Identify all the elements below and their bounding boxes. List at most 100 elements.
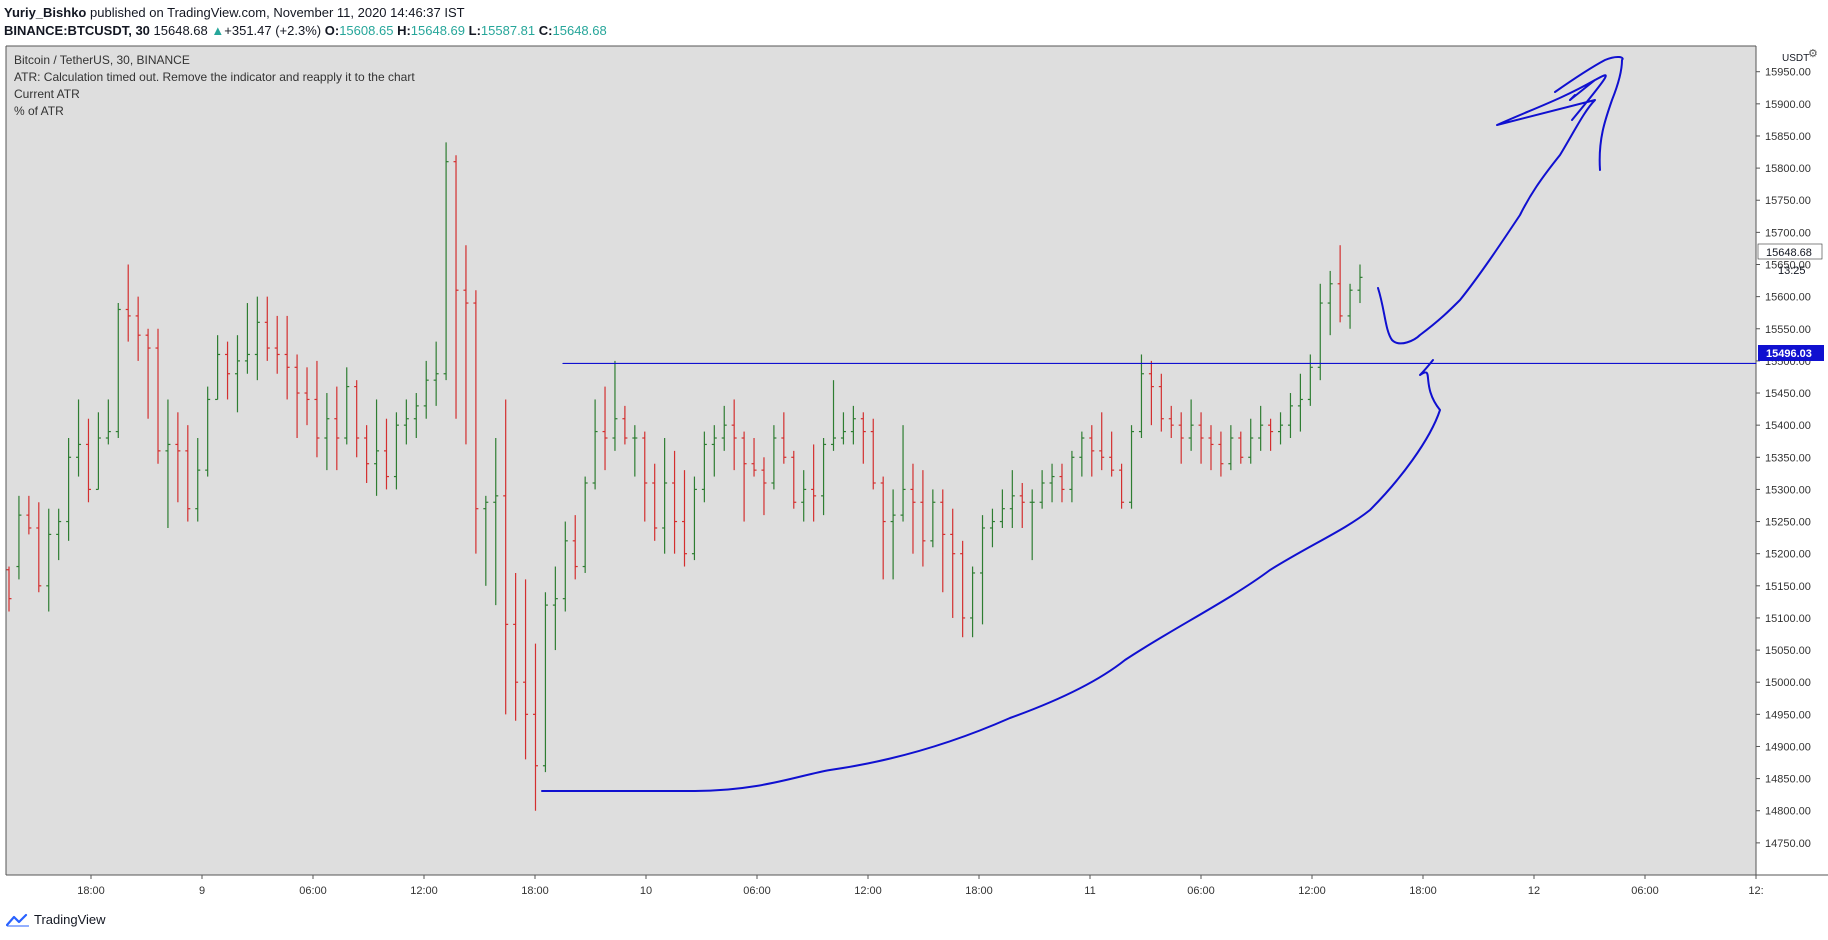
- time-tick-label: 06:00: [743, 885, 771, 897]
- ohlc-bar: [771, 425, 777, 490]
- price-tick-label: 15550.00: [1765, 324, 1811, 336]
- ohlc-bar: [1228, 425, 1234, 471]
- price-tick-label: 15700.00: [1765, 227, 1811, 239]
- price-tick-label: 15000.00: [1765, 677, 1811, 689]
- ohlc-bar: [46, 508, 52, 612]
- price-axis-panel[interactable]: [1756, 46, 1828, 875]
- ohlc-bar: [403, 399, 409, 445]
- countdown-label: 13:25: [1778, 265, 1806, 277]
- horizontal-line-price-label: 15496.03: [1766, 348, 1812, 360]
- currency-label[interactable]: USDT: [1782, 53, 1809, 64]
- ohlc-bar: [1089, 425, 1095, 477]
- author-name[interactable]: Yuriy_Bishko: [4, 5, 87, 20]
- ohlc-bar: [751, 438, 757, 477]
- ohlc-bar: [1059, 463, 1065, 503]
- ohlc-bar: [1347, 283, 1353, 329]
- ohlc-bar: [592, 399, 598, 490]
- upper-arrow-drawing[interactable]: [1554, 56, 1624, 171]
- ohlc-bar: [1148, 360, 1154, 426]
- ohlc-bar: [811, 444, 817, 522]
- ohlc-bar: [1138, 354, 1144, 439]
- ohlc-bar: [850, 405, 856, 445]
- time-tick-label: 18:00: [521, 885, 549, 897]
- chart-plot-background[interactable]: [6, 46, 1756, 875]
- price-tick-label: 14950.00: [1765, 709, 1811, 721]
- ohlc-bar: [711, 425, 717, 477]
- ohlc-bar: [1198, 412, 1204, 464]
- price-tick-label: 15050.00: [1765, 645, 1811, 657]
- ohlc-bar: [423, 360, 429, 419]
- ohlc-bar: [1119, 463, 1125, 509]
- price-tick-label: 15950.00: [1765, 67, 1811, 79]
- legend-pct-atr: % of ATR: [14, 104, 64, 118]
- ohlc-bar: [1099, 412, 1105, 471]
- horizontal-line-price-badge: [1758, 345, 1824, 361]
- ohlc-bar: [1278, 412, 1284, 445]
- price-tick-label: 15650.00: [1765, 259, 1811, 271]
- ohlc-bar: [383, 418, 389, 490]
- ohlc-bar: [612, 360, 618, 451]
- high-value: 15648.69: [410, 23, 466, 38]
- ohlc-bar: [234, 335, 240, 413]
- close-label: C:: [538, 23, 553, 38]
- ohlc-bar: [195, 438, 201, 522]
- ohlc-bar: [642, 431, 648, 522]
- ohlc-bar: [145, 328, 151, 419]
- ohlc-bar: [602, 386, 608, 471]
- ohlc-bar: [1337, 245, 1343, 323]
- ohlc-bar: [165, 399, 171, 528]
- time-tick-label: 12:00: [854, 885, 882, 897]
- ohlc-bar: [890, 489, 896, 580]
- time-tick-label: 06:00: [299, 885, 327, 897]
- price-tick-label: 15600.00: [1765, 292, 1811, 304]
- ohlc-bar: [36, 502, 42, 593]
- ohlc-bar: [274, 315, 280, 374]
- ohlc-bar: [95, 412, 101, 491]
- ohlc-bar: [334, 386, 340, 471]
- ohlc-bar: [950, 508, 956, 618]
- ohlc-bar: [76, 399, 82, 477]
- ohlc-bar: [831, 380, 837, 451]
- price-tick-label: 14800.00: [1765, 806, 1811, 818]
- time-tick-label: 06:00: [1631, 885, 1659, 897]
- ohlc-bar: [1158, 373, 1164, 432]
- ohlc-bar: [523, 579, 529, 760]
- price-tick-label: 14900.00: [1765, 741, 1811, 753]
- ohlc-bar: [433, 341, 439, 406]
- ohlc-bar: [66, 438, 72, 541]
- price-tick-label: 14750.00: [1765, 838, 1811, 850]
- time-tick-label: 12:00: [410, 885, 438, 897]
- ohlc-bar: [1218, 431, 1224, 477]
- ohlc-bar: [483, 495, 489, 586]
- ohlc-bar: [135, 296, 141, 361]
- drawing-layer[interactable]: [541, 56, 1757, 792]
- ohlc-bar: [284, 315, 290, 400]
- ohlc-bar: [254, 296, 260, 381]
- ohlc-bar: [741, 431, 747, 522]
- ohlc-bar: [989, 508, 995, 548]
- ohlc-bar: [721, 405, 727, 451]
- ohlc-bar: [453, 155, 459, 419]
- ohlc-bar: [1317, 283, 1323, 381]
- time-tick-label: 18:00: [965, 885, 993, 897]
- low-label: L:: [468, 23, 481, 38]
- ohlc-bar: [1039, 470, 1045, 509]
- ohlc-bar: [344, 367, 350, 445]
- time-tick-label: 18:00: [77, 885, 105, 897]
- ohlc-bar: [900, 425, 906, 522]
- curve-drawing[interactable]: [541, 359, 1441, 792]
- legend-title: Bitcoin / TetherUS, 30, BINANCE: [14, 53, 190, 67]
- price-tick-label: 15150.00: [1765, 581, 1811, 593]
- ohlc-bar: [244, 303, 250, 374]
- footer-brand[interactable]: TradingView: [34, 912, 106, 927]
- settings-icon[interactable]: ⚙: [1808, 47, 1818, 60]
- ohlc-bar: [1287, 393, 1293, 439]
- time-tick-label: 12: [1528, 885, 1540, 897]
- tradingview-logo-icon[interactable]: [6, 913, 30, 927]
- publish-info: published on TradingView.com, November 1…: [90, 5, 465, 20]
- ohlc-bar: [880, 476, 886, 580]
- ohlc-bar: [443, 142, 449, 381]
- chart-header: Yuriy_Bishko published on TradingView.co…: [4, 4, 1404, 40]
- ohlc-bar: [910, 463, 916, 554]
